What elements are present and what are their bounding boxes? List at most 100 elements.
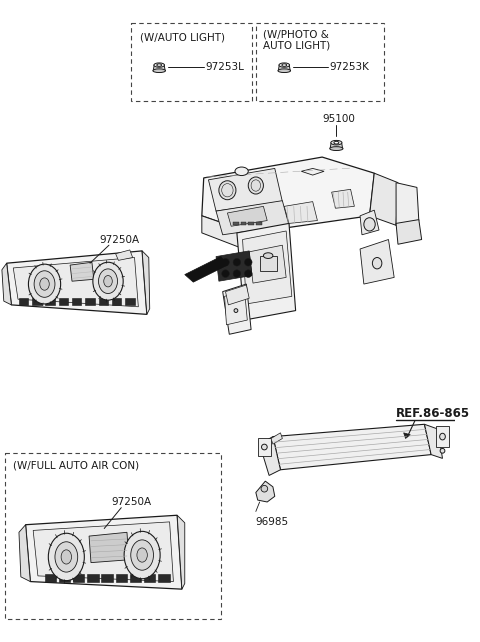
Ellipse shape [104,275,112,287]
Polygon shape [89,532,129,562]
Polygon shape [25,516,182,589]
Ellipse shape [248,177,264,194]
Bar [258,438,271,456]
Polygon shape [242,231,292,304]
Ellipse shape [330,146,343,150]
Ellipse shape [219,181,236,200]
Polygon shape [226,285,249,305]
Ellipse shape [372,257,382,269]
Text: 97250A: 97250A [112,498,152,507]
Polygon shape [237,223,296,320]
Bar [256,24,384,101]
Ellipse shape [261,485,268,492]
Polygon shape [424,424,443,458]
Bar [101,574,113,582]
Text: (W/FULL AUTO AIR CON): (W/FULL AUTO AIR CON) [13,460,139,471]
Polygon shape [216,251,252,281]
Polygon shape [260,437,280,476]
Polygon shape [19,525,30,582]
Polygon shape [216,201,289,235]
Ellipse shape [154,63,165,67]
Ellipse shape [233,270,240,277]
Polygon shape [396,220,421,244]
Polygon shape [153,65,165,71]
Ellipse shape [40,278,49,290]
Ellipse shape [364,218,375,231]
Text: 95100: 95100 [322,114,355,125]
Bar [98,299,108,305]
Ellipse shape [222,259,229,266]
Bar [46,299,55,305]
Ellipse shape [93,262,123,300]
Polygon shape [332,189,354,208]
Bar [233,221,239,225]
Bar [116,574,127,582]
Bar [256,221,262,225]
Ellipse shape [334,141,339,144]
Text: 97253K: 97253K [330,62,370,72]
Bar [131,24,252,101]
Bar [112,299,121,305]
Polygon shape [249,245,286,283]
Ellipse shape [278,69,290,73]
Bar [5,453,221,618]
Polygon shape [33,522,173,582]
Ellipse shape [61,550,72,564]
Bar [85,299,95,305]
Polygon shape [7,251,147,315]
Bar [158,574,169,582]
Polygon shape [185,257,228,282]
Polygon shape [273,424,431,470]
Ellipse shape [234,309,238,313]
Text: 96985: 96985 [256,517,289,527]
Bar [87,574,98,582]
Ellipse shape [28,264,60,304]
Text: (W/AUTO LIGHT): (W/AUTO LIGHT) [140,32,225,42]
Bar [59,574,70,582]
Polygon shape [396,183,419,225]
Polygon shape [256,481,275,502]
Polygon shape [177,516,185,589]
Bar [59,299,68,305]
Polygon shape [301,168,324,175]
Polygon shape [404,433,410,438]
Ellipse shape [157,64,161,66]
Ellipse shape [244,259,252,266]
Bar [125,299,134,305]
Bar [144,574,156,582]
Polygon shape [228,206,267,226]
Text: AUTO LIGHT): AUTO LIGHT) [264,40,331,51]
Ellipse shape [244,270,252,277]
Ellipse shape [153,69,166,73]
Polygon shape [70,262,94,281]
Bar [32,299,42,305]
Ellipse shape [34,271,55,297]
Polygon shape [116,250,132,261]
Ellipse shape [440,433,445,440]
Polygon shape [225,290,247,325]
Text: 97250A: 97250A [99,235,140,245]
Bar [436,426,449,447]
Text: 97253L: 97253L [205,62,244,72]
Polygon shape [2,263,12,305]
Bar [130,574,141,582]
Polygon shape [202,216,251,252]
Bar [248,221,254,225]
Ellipse shape [235,167,248,175]
Bar [240,221,246,225]
Polygon shape [370,173,398,225]
Ellipse shape [124,532,160,578]
Bar [19,299,28,305]
Ellipse shape [279,63,289,67]
Ellipse shape [331,141,342,145]
Ellipse shape [98,269,118,293]
Polygon shape [208,168,282,211]
Ellipse shape [264,253,273,259]
Bar [73,574,84,582]
Polygon shape [142,251,150,315]
Polygon shape [271,433,282,444]
Text: (W/PHOTO &: (W/PHOTO & [264,29,329,39]
Polygon shape [202,157,374,233]
Ellipse shape [262,444,267,450]
Bar [45,574,56,582]
